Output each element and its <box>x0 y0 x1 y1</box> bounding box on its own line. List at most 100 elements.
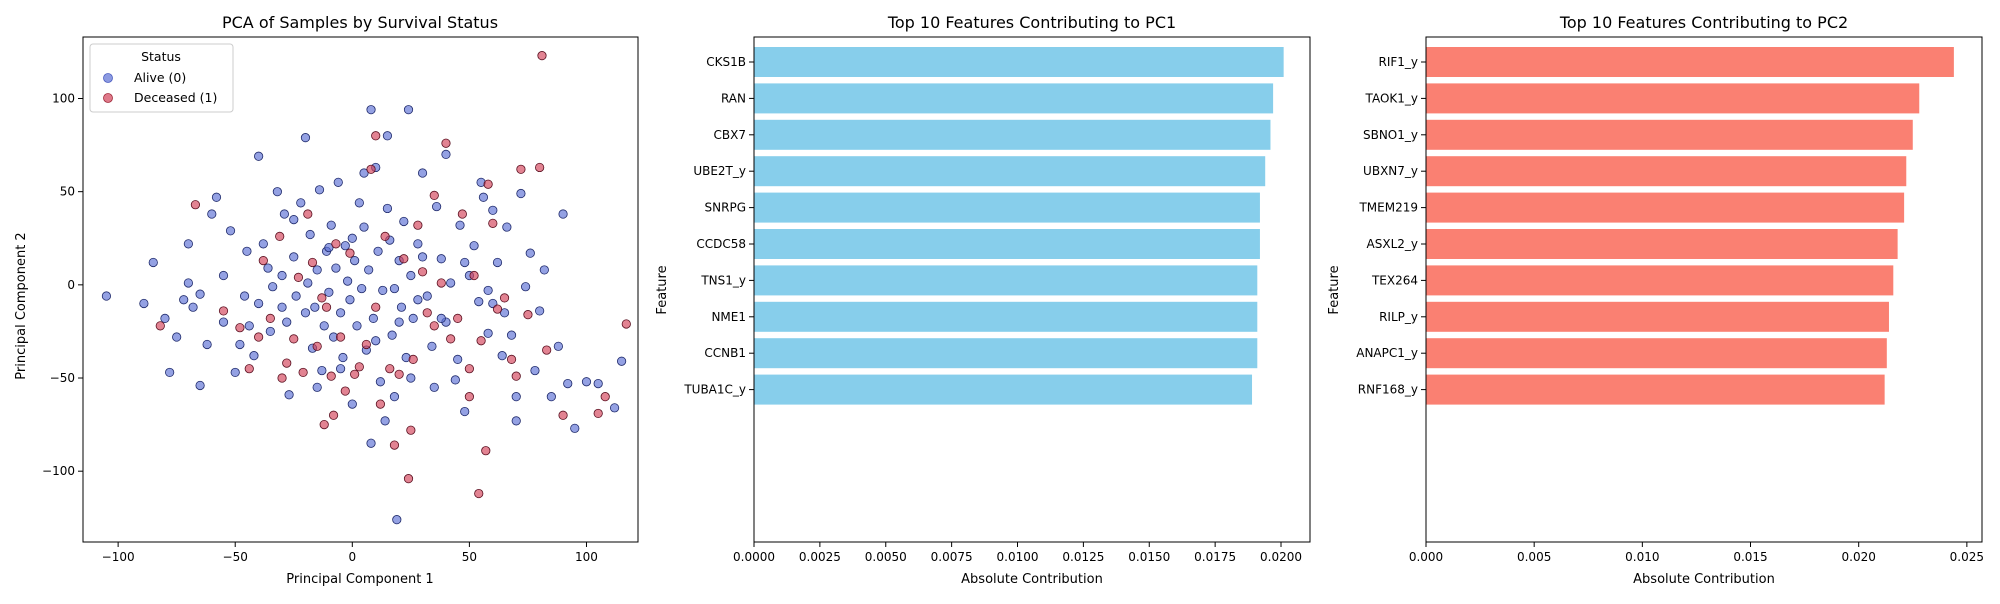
pc2-plot-frame <box>1425 36 1983 543</box>
alive-point <box>413 239 423 249</box>
alive-point <box>289 252 299 262</box>
deceased-point <box>307 257 318 268</box>
alive-point <box>305 229 315 240</box>
pc1-bars: 0.0000 0.0025 0.0050 0.0075 0.0100 0.0125 0.01… <box>683 47 1302 564</box>
pc1-x-tick-label: 0.0000 <box>733 550 775 564</box>
alive-point <box>429 382 439 392</box>
pc2-feature-label: TEX264 <box>1371 273 1418 287</box>
alive-point <box>441 149 451 159</box>
deceased-point <box>464 364 474 374</box>
deceased-point <box>429 321 439 331</box>
deceased-point <box>298 367 308 378</box>
pca-y-tick-label: −100 <box>42 464 75 478</box>
deceased-point <box>542 345 552 355</box>
deceased-point <box>408 354 418 364</box>
alive-point <box>558 209 568 219</box>
alive-point <box>593 379 603 389</box>
pca-ticks: −100 −50 0 50 100 −100 −50 0 50 100 <box>42 91 598 564</box>
pc1-x-tick-label: 0.0075 <box>931 550 973 564</box>
alive-point <box>331 263 341 273</box>
legend-box <box>89 43 234 113</box>
alive-point <box>300 133 311 143</box>
pca-x-axis-label: Principal Component 1 <box>286 572 433 587</box>
alive-point <box>263 263 273 273</box>
pc1-feature-label: CCDC58 <box>696 237 746 251</box>
deceased-point <box>350 369 360 379</box>
alive-point <box>359 222 369 232</box>
deceased-point <box>244 364 254 374</box>
pc1-bar <box>754 301 1258 332</box>
deceased-point <box>354 362 364 372</box>
alive-point <box>202 339 212 350</box>
pca-y-tick-label: −50 <box>50 371 75 385</box>
alive-point <box>324 287 334 297</box>
deceased-point <box>446 334 456 344</box>
deceased-point <box>317 293 327 303</box>
pc1-x-tick-label: 0.0125 <box>1062 550 1104 564</box>
alive-point <box>417 252 428 262</box>
alive-point <box>488 205 498 215</box>
alive-point <box>474 297 484 307</box>
pc1-bar <box>754 229 1260 259</box>
alive-point <box>506 330 517 340</box>
pc1-x-axis-label: Absolute Contribution <box>961 572 1103 587</box>
pc2-bar <box>1426 156 1907 187</box>
alive-point <box>406 373 416 383</box>
pc1-feature-label: NME1 <box>711 310 746 324</box>
deceased-point <box>380 231 390 241</box>
deceased-point <box>481 446 491 456</box>
deceased-point <box>321 302 332 312</box>
alive-point <box>511 392 521 402</box>
deceased-point <box>340 386 350 396</box>
alive-point <box>553 341 563 351</box>
deceased-point <box>389 440 400 450</box>
alive-point <box>389 392 400 402</box>
alive-point <box>563 379 573 389</box>
pc2-x-tick-label: 0.025 <box>1950 550 1984 564</box>
deceased-point <box>328 410 339 420</box>
alive-point <box>284 390 294 400</box>
alive-point <box>520 282 531 292</box>
alive-point <box>347 399 357 409</box>
alive-point <box>581 377 592 387</box>
alive-point <box>317 365 327 376</box>
alive-point <box>207 209 217 219</box>
deceased-point <box>422 308 432 318</box>
alive-point <box>254 298 264 309</box>
pc1-feature-label: TUBA1C_y <box>683 383 746 397</box>
alive-point <box>371 336 381 346</box>
alive-point <box>218 317 229 327</box>
alive-point <box>312 265 322 275</box>
deceased-point <box>399 254 409 264</box>
pca-scatter-panel: PCA of Samples by Survival Status Princi… <box>14 13 639 587</box>
alive-point <box>326 220 336 230</box>
alive-point <box>394 317 404 327</box>
pc2-y-axis-label: Feature <box>1327 265 1342 314</box>
alive-point <box>272 187 282 197</box>
alive-point <box>378 285 388 296</box>
alive-point <box>314 185 325 195</box>
alive-point <box>268 282 278 292</box>
deceased-point <box>413 220 423 230</box>
deceased-point <box>371 302 381 312</box>
pc2-bar <box>1426 47 1954 77</box>
alive-point <box>436 254 446 264</box>
alive-point <box>382 203 393 214</box>
deceased-point <box>371 131 381 141</box>
alive-point <box>403 105 414 115</box>
alive-point <box>530 365 540 376</box>
pc1-feature-label: CKS1B <box>706 55 746 69</box>
alive-point <box>352 321 362 331</box>
legend-alive-label: Alive (0) <box>134 70 186 85</box>
alive-point <box>179 295 189 305</box>
pc1-bar <box>754 83 1274 114</box>
pc1-bar <box>754 156 1266 187</box>
deceased-point <box>155 321 165 331</box>
alive-point <box>511 416 521 426</box>
alive-point <box>160 313 170 323</box>
deceased-point <box>303 209 313 219</box>
pc2-feature-label: RIF1_y <box>1378 55 1418 69</box>
alive-point <box>139 298 149 309</box>
deceased-point <box>537 51 547 61</box>
alive-point <box>310 302 320 312</box>
